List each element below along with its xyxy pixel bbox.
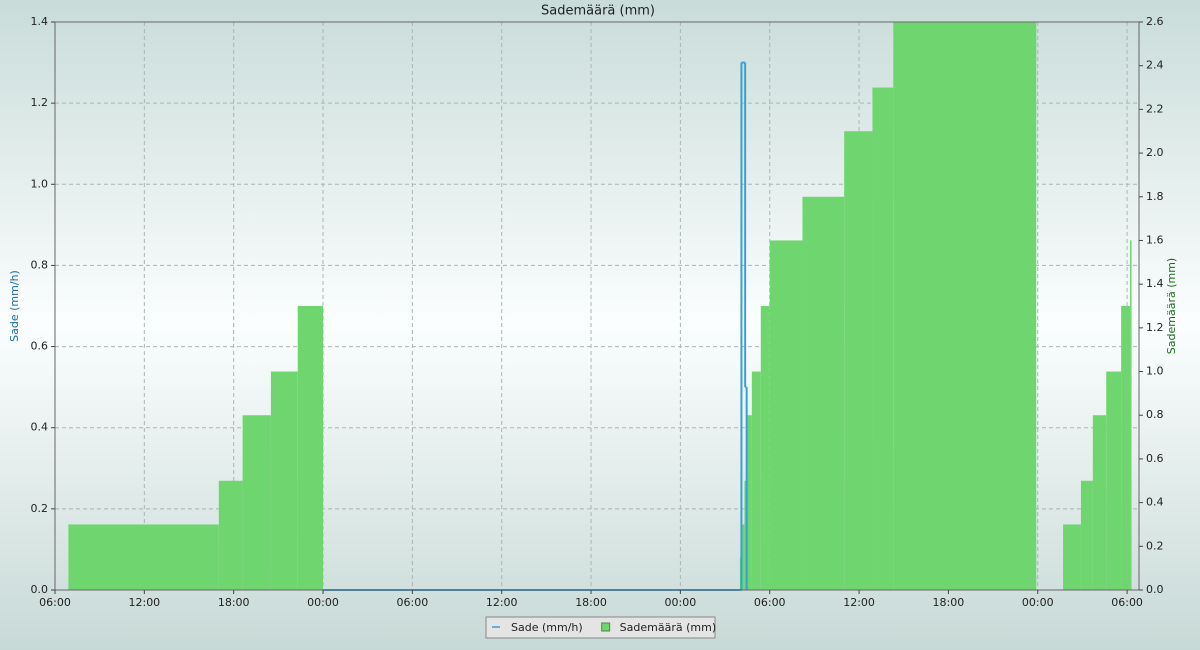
y-tick-label: 0.8 bbox=[31, 258, 49, 271]
y-tick-label: 1.2 bbox=[31, 96, 49, 109]
step-area bbox=[1080, 480, 1093, 590]
y-tick-label: 1.4 bbox=[31, 15, 49, 28]
x-tick-label: 00:00 bbox=[1022, 596, 1054, 609]
step-area bbox=[297, 306, 324, 590]
y2-tick-label: 2.6 bbox=[1146, 15, 1164, 28]
step-area bbox=[751, 371, 761, 590]
y2-tick-label: 1.8 bbox=[1146, 190, 1164, 203]
x-tick-label: 12:00 bbox=[843, 596, 875, 609]
y2-tick-label: 2.2 bbox=[1146, 102, 1164, 115]
step-area bbox=[747, 415, 752, 590]
step-area bbox=[218, 480, 243, 590]
step-area bbox=[802, 196, 845, 590]
chart-title: Sademäärä (mm) bbox=[541, 4, 655, 19]
step-area bbox=[893, 22, 1037, 590]
y2-tick-label: 2.0 bbox=[1146, 146, 1164, 159]
step-area bbox=[1130, 240, 1132, 590]
x-tick-label: 00:00 bbox=[307, 596, 339, 609]
y2-tick-label: 0.0 bbox=[1146, 583, 1164, 596]
y-tick-label: 0.4 bbox=[31, 421, 49, 434]
x-tick-label: 00:00 bbox=[665, 596, 697, 609]
x-tick-label: 12:00 bbox=[486, 596, 518, 609]
step-area bbox=[741, 524, 745, 590]
y2-tick-label: 1.6 bbox=[1146, 233, 1164, 246]
legend-label: Sademäärä (mm) bbox=[620, 621, 716, 634]
x-tick-label: 18:00 bbox=[575, 596, 607, 609]
x-tick-label: 12:00 bbox=[128, 596, 160, 609]
x-tick-label: 06:00 bbox=[39, 596, 71, 609]
y2-tick-label: 1.4 bbox=[1146, 277, 1164, 290]
x-tick-label: 06:00 bbox=[1111, 596, 1143, 609]
legend-label: Sade (mm/h) bbox=[511, 621, 583, 634]
x-tick-label: 06:00 bbox=[397, 596, 429, 609]
step-area bbox=[1063, 524, 1081, 590]
y2-tick-label: 2.4 bbox=[1146, 59, 1164, 72]
y-tick-label: 0.6 bbox=[31, 340, 49, 353]
x-tick-label: 06:00 bbox=[754, 596, 786, 609]
legend-swatch bbox=[601, 622, 611, 632]
plot-area bbox=[54, 21, 1139, 591]
y-axis-label: Sade (mm/h) bbox=[8, 270, 21, 342]
y2-tick-label: 0.8 bbox=[1146, 408, 1164, 421]
y2-tick-label: 0.2 bbox=[1146, 539, 1164, 552]
step-area bbox=[844, 131, 873, 590]
step-area bbox=[872, 87, 894, 591]
step-area bbox=[1121, 306, 1131, 590]
x-tick-label: 18:00 bbox=[218, 596, 250, 609]
y2-axis-label: Sademäärä (mm) bbox=[1165, 258, 1178, 354]
step-area bbox=[242, 415, 271, 590]
y2-tick-label: 1.0 bbox=[1146, 365, 1164, 378]
y2-tick-label: 0.6 bbox=[1146, 452, 1164, 465]
plot-frame bbox=[54, 21, 1140, 591]
y2-tick-label: 1.2 bbox=[1146, 321, 1164, 334]
legend bbox=[485, 616, 716, 639]
step-area bbox=[68, 524, 219, 590]
step-area bbox=[769, 240, 803, 590]
x-tick-label: 18:00 bbox=[933, 596, 965, 609]
y-tick-label: 1.0 bbox=[31, 177, 49, 190]
step-area bbox=[270, 371, 298, 590]
y-tick-label: 0.0 bbox=[31, 583, 49, 596]
step-area bbox=[760, 306, 770, 590]
y-tick-label: 0.2 bbox=[31, 502, 49, 515]
step-area bbox=[1092, 415, 1107, 590]
step-area bbox=[1106, 371, 1122, 590]
y2-tick-label: 0.4 bbox=[1146, 496, 1164, 509]
